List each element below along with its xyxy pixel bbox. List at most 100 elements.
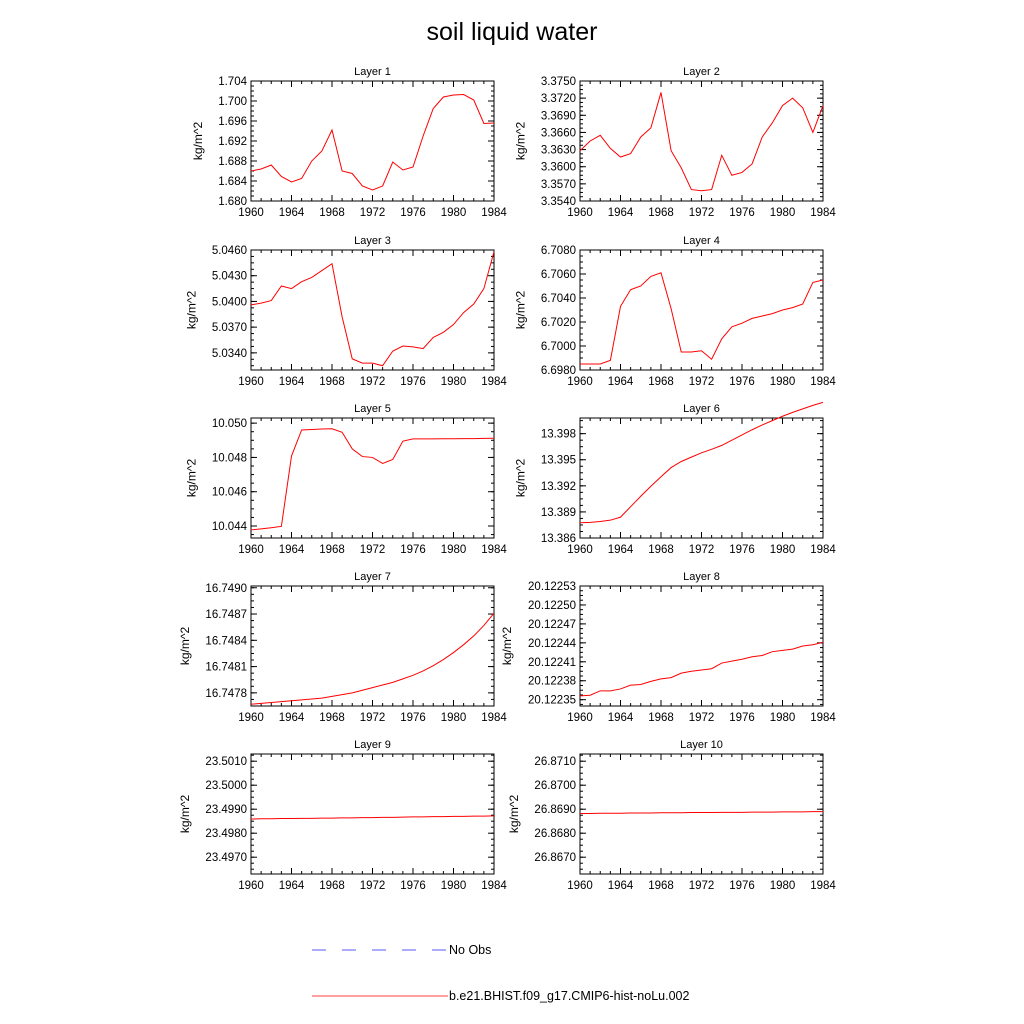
x-tick-label: 1972 bbox=[689, 544, 715, 556]
x-tick-label: 1980 bbox=[441, 880, 467, 892]
plot-frame bbox=[579, 417, 824, 539]
plot-frame bbox=[579, 80, 824, 202]
y-tick-label: 3.3630 bbox=[541, 145, 576, 157]
series-line-layer-7 bbox=[250, 612, 495, 705]
x-tick-label: 1980 bbox=[441, 207, 467, 219]
panel-layer-10: Layer 10 1960 1964 1968 1972 1976 1980 1984 26.8… bbox=[507, 739, 837, 892]
y-tick-label: 5.0400 bbox=[212, 296, 247, 308]
panel-title: Layer 10 bbox=[680, 739, 723, 751]
x-tick-label: 1976 bbox=[729, 207, 755, 219]
x-tick-label: 1972 bbox=[360, 207, 386, 219]
y-tick-label: 20.12235 bbox=[528, 695, 576, 707]
plot-frame bbox=[250, 417, 495, 539]
panel-title: Layer 5 bbox=[354, 403, 391, 415]
y-tick-label: 13.398 bbox=[541, 429, 576, 441]
x-tick-label: 1976 bbox=[400, 376, 426, 388]
series-line-layer-9 bbox=[250, 815, 495, 820]
x-tick-label: 1972 bbox=[360, 880, 386, 892]
y-axis-label: kg/m^2 bbox=[513, 122, 527, 161]
y-axis-label: kg/m^2 bbox=[178, 795, 192, 834]
y-tick-label: 16.7478 bbox=[205, 688, 247, 700]
x-tick-label: 1968 bbox=[319, 207, 345, 219]
y-axis-label: kg/m^2 bbox=[191, 122, 205, 161]
x-tick-label: 1972 bbox=[689, 207, 715, 219]
panel-title: Layer 3 bbox=[354, 235, 391, 247]
y-tick-label: 6.7080 bbox=[541, 245, 576, 257]
x-tick-label: 1980 bbox=[770, 376, 796, 388]
y-tick-label: 3.3570 bbox=[541, 179, 576, 191]
series-line-layer-8 bbox=[579, 641, 824, 697]
y-tick-label: 6.7060 bbox=[541, 269, 576, 281]
series-line-layer-10 bbox=[580, 811, 823, 815]
x-tick-label: 1980 bbox=[770, 712, 796, 724]
x-tick-label: 1960 bbox=[238, 880, 264, 892]
panel-layer-7: Layer 7 1960 1964 1968 1972 1976 1980 1984 16.74… bbox=[178, 571, 508, 724]
y-tick-label: 5.0340 bbox=[212, 348, 247, 360]
x-tick-label: 1964 bbox=[608, 880, 634, 892]
x-tick-label: 1972 bbox=[689, 880, 715, 892]
panel-title: Layer 4 bbox=[683, 235, 720, 247]
x-tick-label: 1976 bbox=[729, 376, 755, 388]
plot-frame bbox=[250, 80, 495, 202]
x-tick-label: 1976 bbox=[729, 880, 755, 892]
y-tick-label: 23.5010 bbox=[205, 756, 247, 768]
x-tick-label: 1968 bbox=[319, 544, 345, 556]
y-tick-label: 20.12241 bbox=[528, 657, 576, 669]
y-tick-label: 1.688 bbox=[218, 156, 247, 168]
y-tick-label: 20.12247 bbox=[528, 619, 576, 631]
series-line-layer-1 bbox=[250, 93, 495, 191]
y-axis-label: kg/m^2 bbox=[513, 459, 527, 498]
series-line-layer-5 bbox=[250, 428, 495, 531]
y-axis-label: kg/m^2 bbox=[178, 627, 192, 666]
y-tick-label: 16.7481 bbox=[205, 662, 247, 674]
x-tick-label: 1984 bbox=[810, 880, 836, 892]
x-tick-label: 1964 bbox=[608, 376, 634, 388]
x-tick-label: 1964 bbox=[608, 712, 634, 724]
y-tick-label: 6.7020 bbox=[541, 317, 576, 329]
x-tick-label: 1976 bbox=[729, 712, 755, 724]
y-tick-label: 20.12250 bbox=[528, 600, 576, 612]
y-tick-label: 3.3750 bbox=[541, 76, 576, 88]
legend: No Obs b.e21.BHIST.f09_g17.CMIP6-hist-no… bbox=[312, 943, 689, 1003]
y-axis-label: kg/m^2 bbox=[184, 291, 198, 330]
y-tick-label: 23.5000 bbox=[205, 780, 247, 792]
x-tick-label: 1972 bbox=[360, 544, 386, 556]
legend-model-label: b.e21.BHIST.f09_g17.CMIP6-hist-noLu.002 bbox=[449, 989, 689, 1003]
y-tick-label: 3.3720 bbox=[541, 93, 576, 105]
x-tick-label: 1984 bbox=[810, 376, 836, 388]
y-tick-label: 10.048 bbox=[212, 452, 247, 464]
x-tick-label: 1976 bbox=[400, 207, 426, 219]
y-tick-label: 6.7040 bbox=[541, 293, 576, 305]
plot-frame bbox=[579, 585, 824, 707]
x-tick-label: 1968 bbox=[319, 880, 345, 892]
x-tick-label: 1968 bbox=[648, 880, 674, 892]
x-tick-label: 1984 bbox=[810, 207, 836, 219]
x-tick-label: 1968 bbox=[648, 712, 674, 724]
panel-title: Layer 8 bbox=[683, 571, 720, 583]
y-tick-label: 26.8700 bbox=[534, 780, 576, 792]
panel-title: Layer 1 bbox=[354, 66, 391, 78]
x-tick-label: 1964 bbox=[279, 712, 305, 724]
y-axis-label: kg/m^2 bbox=[184, 459, 198, 498]
y-tick-label: 23.4980 bbox=[205, 828, 247, 840]
panel-title: Layer 9 bbox=[354, 739, 391, 751]
y-tick-label: 20.12238 bbox=[528, 676, 576, 688]
y-tick-label: 1.704 bbox=[218, 76, 247, 88]
plot-frame bbox=[250, 753, 495, 875]
x-tick-label: 1980 bbox=[770, 544, 796, 556]
panel-title: Layer 6 bbox=[683, 403, 720, 415]
y-tick-label: 10.050 bbox=[212, 418, 247, 430]
y-tick-label: 10.046 bbox=[212, 487, 247, 499]
x-tick-label: 1980 bbox=[441, 712, 467, 724]
y-tick-label: 16.7490 bbox=[205, 583, 247, 595]
x-tick-label: 1980 bbox=[441, 376, 467, 388]
y-axis-label: kg/m^2 bbox=[507, 795, 521, 834]
x-tick-label: 1976 bbox=[400, 544, 426, 556]
panel-layer-3: Layer 3 1960 1964 1968 1972 1976 1980 1984 5.034… bbox=[184, 235, 507, 388]
x-tick-label: 1964 bbox=[608, 207, 634, 219]
x-tick-label: 1960 bbox=[238, 376, 264, 388]
panel-layer-4: Layer 4 1960 1964 1968 1972 1976 1980 1984 6.698… bbox=[513, 235, 836, 388]
x-tick-label: 1972 bbox=[689, 376, 715, 388]
y-tick-label: 5.0430 bbox=[212, 271, 247, 283]
